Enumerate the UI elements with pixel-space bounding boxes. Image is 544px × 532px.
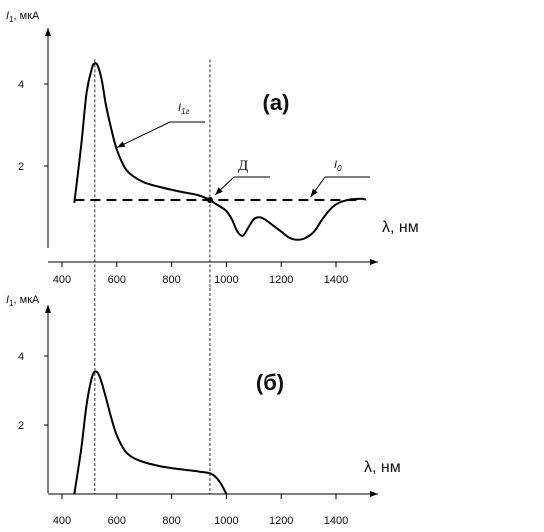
x-tick-label: 1400: [324, 515, 348, 527]
y-tick-label: 2: [18, 161, 24, 173]
x-tick-label: 1000: [214, 274, 238, 286]
x-axis-label: λ, нм: [382, 219, 419, 236]
x-axis-arrow: [370, 491, 378, 497]
x-axis-arrow: [370, 259, 378, 265]
series-line-curve: [73, 370, 228, 495]
x-tick-label: 800: [162, 515, 180, 527]
y-axis-label: I1, мкА: [6, 10, 40, 24]
y-axis-arrow: [45, 28, 51, 36]
x-tick-label: 1000: [214, 515, 238, 527]
x-tick-label: 1200: [269, 274, 293, 286]
annotation-label: Д: [238, 158, 248, 174]
panel-label: (б): [256, 370, 284, 395]
y-tick-label: 4: [18, 351, 24, 363]
x-tick-label: 600: [108, 515, 126, 527]
panel-label: (а): [263, 90, 290, 115]
x-tick-label: 800: [162, 274, 180, 286]
x-axis-label: λ, нм: [364, 459, 401, 476]
annotation-arrow-shaft: [116, 121, 171, 149]
series-line-I1г: [73, 62, 367, 241]
y-axis-label: I1, мкА: [6, 294, 40, 308]
annotation-label: I0: [334, 159, 342, 173]
annotation-arrow-head: [214, 187, 223, 196]
chart-panel-0: 400 600 800 1000 1200 1400 2 4 λ, нм (а) Д: [18, 28, 419, 288]
y-tick-label: 2: [18, 420, 24, 432]
annotation-label: I1г: [178, 102, 190, 116]
chart-panel-1: 400 600 800 1000 1200 1400 2 4 λ, нм (б): [18, 288, 401, 527]
marker-point: [206, 197, 213, 204]
annotation-arrow-head: [116, 141, 126, 148]
annotation-arrow-head: [310, 188, 318, 198]
x-tick-label: 1400: [324, 274, 348, 286]
x-tick-label: 400: [53, 515, 71, 527]
y-axis-arrow: [45, 305, 51, 313]
x-tick-label: 600: [108, 274, 126, 286]
x-tick-label: 1200: [269, 515, 293, 527]
x-tick-label: 400: [53, 274, 71, 286]
y-tick-label: 4: [18, 79, 24, 91]
